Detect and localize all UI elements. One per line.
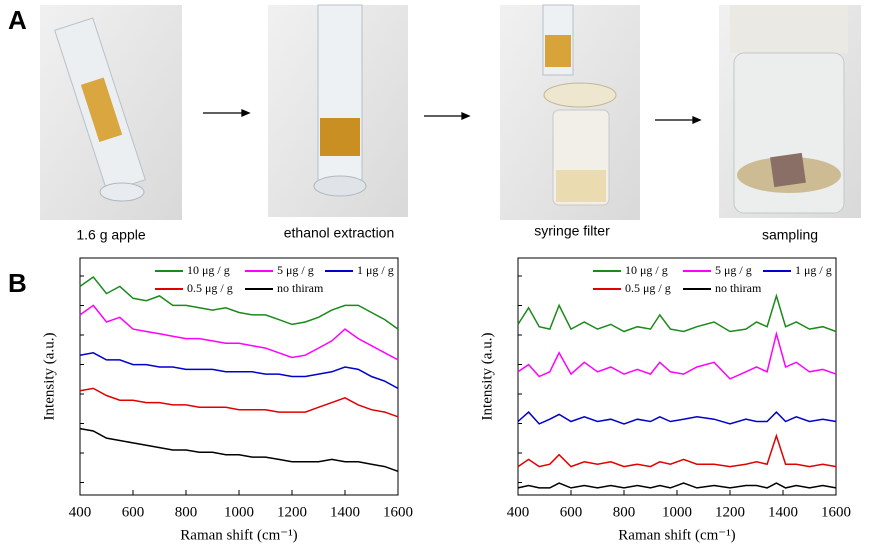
x-tick-label: 800 [613,504,636,520]
legend-label: 1 μg / g [795,263,832,277]
legend-label: 10 μg / g [625,263,668,277]
step-caption: sampling [762,227,818,243]
legend-label: 0.5 μg / g [625,281,671,295]
photo [719,5,861,218]
spectrum-line [79,387,399,418]
legend-label: 10 μg / g [187,263,230,277]
y-axis-label: Intensity (a.u.) [41,333,57,421]
y-axis-label: Intensity (a.u.) [479,333,495,421]
step-caption: ethanol extraction [284,225,395,241]
x-tick-label: 600 [560,504,583,520]
x-tick-label: 1000 [224,504,254,520]
legend-label: 5 μg / g [277,263,314,277]
spectrum-line [517,411,837,425]
x-tick-label: 1600 [383,504,413,520]
x-tick-label: 1400 [330,504,360,520]
panel-label: B [8,268,27,298]
spectrum-line [517,482,837,489]
spectrum-line [517,293,837,333]
legend-label: no thiram [277,281,324,295]
x-tick-label: 1000 [662,504,692,520]
x-tick-label: 1400 [768,504,798,520]
photo [500,4,640,220]
x-tick-label: 600 [122,504,145,520]
spectrum-line [79,352,399,390]
x-tick-label: 800 [175,504,198,520]
x-axis-label: Raman shift (cm⁻¹) [180,527,297,543]
x-tick-label: 400 [69,504,92,520]
legend-label: 0.5 μg / g [187,281,233,295]
step-caption: 1.6 g apple [76,227,145,243]
x-tick-label: 1600 [821,504,851,520]
spectrum-line [79,427,399,473]
x-tick-label: 400 [507,504,530,520]
photo [268,4,408,217]
legend-label: 1 μg / g [357,263,394,277]
photo [40,5,182,220]
plot-frame [517,257,837,496]
step-caption: syringe filter [534,223,610,239]
spectrum-line [517,330,837,380]
spectrum-line [79,304,399,361]
spectrum-line [517,433,837,468]
legend-label: 5 μg / g [715,263,752,277]
panel-label: A [8,5,27,35]
x-axis-label: Raman shift (cm⁻¹) [618,527,735,543]
arrow [203,109,702,124]
legend-label: no thiram [715,281,762,295]
x-tick-label: 1200 [715,504,745,520]
x-tick-label: 1200 [277,504,307,520]
spectrum-line [79,275,399,330]
